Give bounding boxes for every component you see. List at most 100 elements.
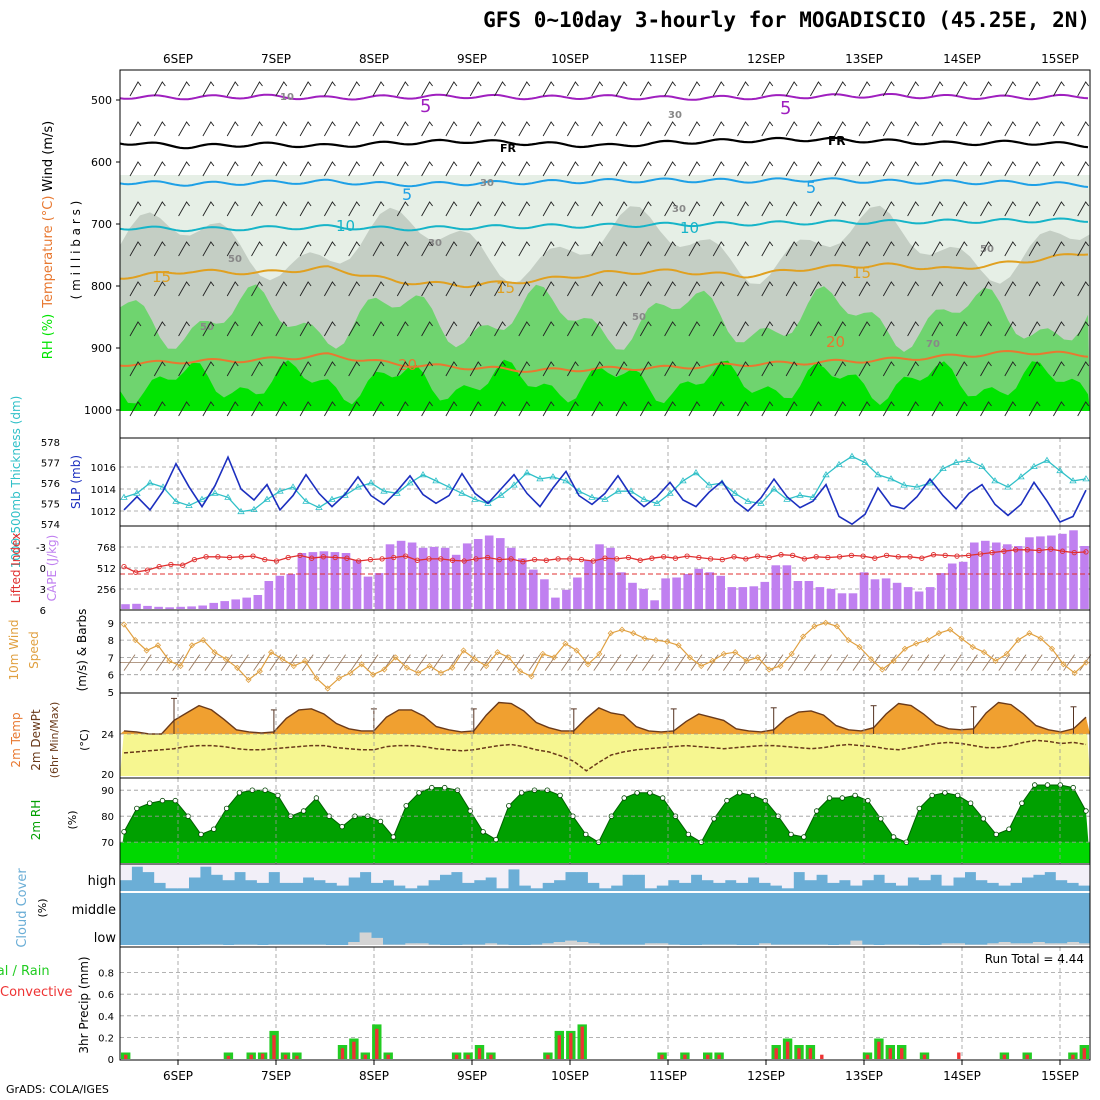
wind-speed-point [686,654,693,661]
wind-barb [1028,121,1041,137]
wind-barb [980,361,992,377]
wind-barb [882,121,895,137]
lifted-point [391,554,397,561]
wind-barb [639,81,652,97]
wind-speed-point [800,633,807,640]
rh2m-point [878,816,884,822]
cloud-high-bar [998,864,1011,886]
rh2m-point [993,831,999,838]
wind-barb [542,281,555,297]
wind-barb [1077,121,1090,137]
wind-barb [785,241,798,257]
wind-barb [494,321,506,337]
wind-barb [931,201,944,217]
cloud-low-bar [371,937,383,946]
bottom-day-label: 11SEP [649,1069,687,1083]
wind-speed-point [596,650,603,657]
wind-barb [664,241,676,257]
wind-barb [834,361,847,377]
wind-speed-point [211,649,218,656]
wind-barb [129,401,142,417]
wind-barb [615,401,628,417]
wind-barb [348,201,361,217]
wind-barb [299,121,312,137]
precip-convective-bar [808,1048,813,1059]
wind-barb [980,121,992,137]
ylabel-rh: RH (%) [41,314,56,359]
wind-speed-point [890,657,897,664]
wind-barb [129,241,142,257]
wind-speed-point [743,657,750,664]
wind-barb [153,161,166,177]
dewpoint-fill [120,702,1090,776]
lifted-point [379,556,385,562]
rh2m-point [339,823,345,830]
wind-speed-point [302,657,309,664]
cloud-high-bar [222,864,235,881]
bottom-day-label: 7SEP [261,1069,291,1083]
cloud-high-bar [1067,864,1080,883]
wind-barb [1004,281,1017,297]
wind-barb [955,121,968,137]
temp-ylabel-1: 2m Temp [9,712,23,767]
contour-label: 50 [200,322,214,333]
rh2m-point [146,800,153,806]
rh2m-point [762,797,768,804]
cloud-high-bar [542,864,555,883]
wind-barb [518,121,531,137]
wind-barb [688,121,701,137]
isotherm-5 [119,177,1089,188]
wind-speed-point [324,685,331,692]
cloud-low-bar [485,943,498,946]
cloud-high-bar [679,864,692,883]
precip-convective-bar [260,1053,265,1059]
bottom-day-label: 15SEP [1041,1069,1079,1083]
rh2m-ylabel-units: (%) [66,810,79,829]
wind-barb [178,121,190,137]
slp-tick-label: 1016 [91,463,116,474]
wind-barb [396,161,409,177]
cape-bar [507,547,516,610]
lifted-point [848,552,855,559]
thickness-point [1030,462,1038,469]
lifted-point [203,554,209,560]
cloud-high-bar [120,864,132,881]
cloud-low-bar [1078,943,1091,946]
wind-barb [542,361,555,377]
cape-bar [881,578,891,609]
cape-bar [352,560,362,609]
cape-bar [936,573,946,609]
thickness-point [861,458,869,465]
cloud-high-bar [690,864,703,875]
wind-barb [955,81,968,97]
lifted-point [144,567,151,573]
precip-convective-bar [466,1054,470,1059]
contour-label: 50 [228,254,242,265]
slp-line [123,455,1087,526]
wind-barb [761,321,774,337]
precip-convective-bar [717,1054,721,1059]
thickness-point [796,491,804,498]
cloud-low-bar [587,943,600,946]
cloud-high-bar [382,864,395,881]
wind-barb [178,241,190,257]
top-day-label: 9SEP [457,52,487,66]
wind-speed-point [698,662,705,670]
thickness-point [1043,456,1051,463]
wind-barb [737,361,749,377]
wind-barb [494,361,506,377]
precip-convective-bar [774,1048,778,1059]
wind-barb [639,401,652,417]
wind-barb [882,161,895,177]
cloud-high-bar [405,864,418,889]
wind-barb [882,81,895,97]
precip-convective-bar [580,1026,584,1059]
cloud-high-bar [975,864,988,881]
wind-speed-point [867,656,875,663]
temp-ylabel-units: (°C) [78,729,91,751]
temp-fill [120,702,1090,734]
wind-speed-point [290,662,297,670]
precip-convective-bar [352,1041,356,1059]
lifted-point [449,557,456,563]
wind-speed-point [607,630,614,637]
